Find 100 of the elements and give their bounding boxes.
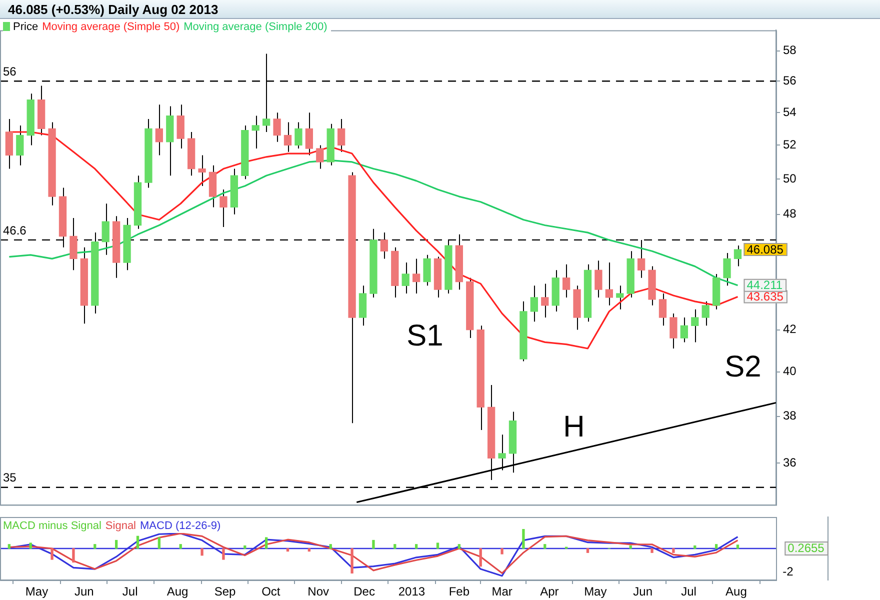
candlestick <box>723 252 731 286</box>
bar <box>200 548 204 556</box>
candlestick <box>16 124 24 166</box>
bar <box>94 544 96 549</box>
bar <box>544 544 546 549</box>
x-tick-label: Dec <box>354 584 375 599</box>
chart-title: 46.085 (+0.53%) Daily Aug 02 2013 <box>0 0 880 19</box>
y-tick-label: 52 <box>783 138 797 152</box>
candlestick <box>155 104 164 156</box>
bar <box>414 544 418 549</box>
data-label: 44.211 <box>746 278 783 292</box>
x-tick-label: Oct <box>262 584 281 599</box>
data-label: 43.635 <box>746 290 784 304</box>
bar <box>50 548 54 560</box>
series-label: MACD (12-26-9) <box>140 520 221 532</box>
candlestick <box>294 122 302 150</box>
candlestick <box>658 293 667 326</box>
bar <box>286 548 290 552</box>
candlestick <box>337 118 346 152</box>
legend-label: Price <box>13 21 38 33</box>
candlestick <box>423 254 431 286</box>
annotation: S1 <box>406 319 444 352</box>
y-tick-label: 56 <box>783 73 797 88</box>
ref-line-label: 56 <box>3 64 17 78</box>
x-tick-label: Jul <box>681 584 696 599</box>
text: 0.2655 <box>788 540 825 555</box>
bar <box>29 542 32 549</box>
bar <box>714 544 718 549</box>
text: 46.085 <box>746 242 784 256</box>
y-tick-label: 40 <box>783 364 797 378</box>
series-label: MACD minus Signal <box>3 520 102 532</box>
bar <box>136 536 140 549</box>
bar <box>350 548 354 574</box>
candlestick <box>284 122 292 152</box>
bar <box>72 548 75 563</box>
text: -2 <box>782 564 794 578</box>
bar <box>372 540 375 549</box>
candlestick <box>530 285 538 322</box>
annotation: S2 <box>724 350 762 384</box>
bar <box>629 545 632 549</box>
y-tick-label: 50 <box>783 171 797 186</box>
x-tick-label: Nov <box>308 584 330 599</box>
candlestick <box>252 115 260 150</box>
candlestick <box>670 312 678 349</box>
candlestick <box>541 283 549 318</box>
candlestick <box>562 264 570 298</box>
y-tick-label: 54 <box>783 104 797 119</box>
bar <box>479 548 482 567</box>
x-tick-label: Jul <box>122 584 138 599</box>
y-tick-label: 58 <box>783 43 797 58</box>
y-tick-label: 38 <box>783 408 797 423</box>
ref-line-label: 46.6 <box>3 223 27 238</box>
bar <box>179 544 182 549</box>
candlestick <box>734 245 742 267</box>
x-tick-label: 2013 <box>398 584 426 599</box>
candlestick <box>316 144 324 170</box>
candlestick <box>412 258 420 294</box>
candlestick <box>176 104 184 150</box>
annotation: H <box>563 410 585 444</box>
bar <box>458 544 460 549</box>
ref-line-label: 35 <box>3 470 17 485</box>
candlestick <box>220 189 228 228</box>
y-tick-label: 36 <box>783 455 797 470</box>
candlestick <box>637 239 646 278</box>
bar <box>329 544 332 549</box>
candlestick <box>702 300 710 326</box>
bar <box>264 537 268 549</box>
series-label: Signal <box>105 520 136 532</box>
bar <box>8 544 11 549</box>
candlestick <box>198 154 206 187</box>
x-tick-label: Jun <box>74 584 94 599</box>
y-tick-label: 42 <box>783 322 797 336</box>
bar <box>586 548 590 553</box>
bar <box>158 537 161 549</box>
bar <box>522 528 525 549</box>
x-tick-label: Aug <box>166 584 188 599</box>
text: Moving average (Simple 50) <box>42 21 180 33</box>
candlestick <box>616 285 624 310</box>
bar <box>244 545 246 549</box>
bar <box>736 544 740 549</box>
bar <box>114 540 118 549</box>
y-tick-label: 48 <box>783 206 797 221</box>
bar <box>672 548 675 553</box>
x-tick-label: May <box>584 584 607 599</box>
x-tick-label: Aug <box>726 584 747 599</box>
bar <box>222 548 225 560</box>
bar <box>308 548 311 552</box>
x-tick-label: Apr <box>540 584 559 599</box>
x-tick-label: Sep <box>214 584 236 599</box>
x-tick-label: Feb <box>448 584 470 599</box>
bar <box>436 542 440 549</box>
candlestick <box>402 262 410 294</box>
candlestick <box>680 317 688 343</box>
x-tick-label: Mar <box>492 584 512 599</box>
candlestick <box>5 118 14 170</box>
candlestick <box>498 434 506 471</box>
candlestick <box>691 308 699 343</box>
bar <box>500 548 504 554</box>
x-tick-label: Jun <box>633 584 653 599</box>
candlestick <box>305 112 314 156</box>
